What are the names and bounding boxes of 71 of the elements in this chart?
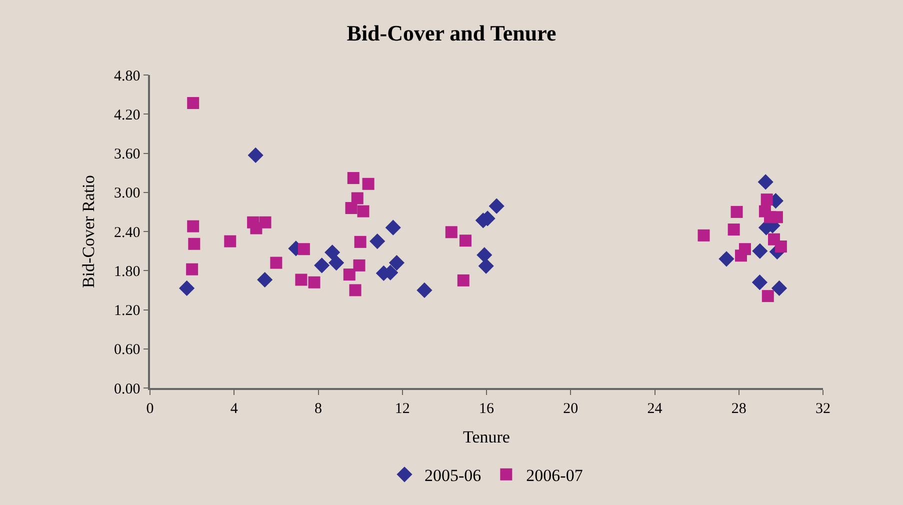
y-tick-label: 3.60 xyxy=(114,146,140,162)
point xyxy=(752,274,768,290)
point xyxy=(370,233,386,250)
point xyxy=(188,238,200,250)
point xyxy=(324,244,340,260)
point xyxy=(762,290,774,302)
y-tick-label: 2.40 xyxy=(114,224,140,241)
point xyxy=(248,147,264,164)
x-tick-label: 12 xyxy=(394,400,410,417)
y-tick-label: 4.20 xyxy=(114,107,140,124)
y-axis-title: Bid-Cover Ratio xyxy=(79,175,98,288)
point xyxy=(478,258,494,274)
point xyxy=(718,251,734,267)
point xyxy=(270,256,282,269)
point xyxy=(385,220,401,236)
legend-label: 2005-06 xyxy=(424,466,482,486)
point xyxy=(734,250,747,262)
point xyxy=(314,258,330,274)
point xyxy=(459,234,472,247)
point xyxy=(698,229,710,242)
legend-label: 2006-07 xyxy=(526,466,584,486)
y-tick-label: 1.80 xyxy=(114,264,140,280)
x-tick-label: 24 xyxy=(647,400,663,417)
point xyxy=(308,276,320,288)
point xyxy=(347,172,360,184)
point xyxy=(187,220,200,232)
point xyxy=(257,272,273,288)
point xyxy=(295,274,308,286)
x-tick-label: 8 xyxy=(314,400,322,417)
point xyxy=(476,247,492,263)
point xyxy=(353,259,366,272)
x-tick-label: 16 xyxy=(479,400,494,417)
point xyxy=(488,198,504,214)
point xyxy=(774,240,787,252)
x-tick-label: 0 xyxy=(146,400,154,417)
point xyxy=(760,194,773,206)
point xyxy=(349,284,362,296)
point xyxy=(388,255,404,271)
point xyxy=(343,268,356,281)
point xyxy=(250,222,262,234)
point xyxy=(187,97,200,110)
x-tick-label: 4 xyxy=(230,400,238,417)
y-tick-label: 4.80 xyxy=(114,68,140,84)
point xyxy=(354,236,366,248)
y-tick-label: 1.20 xyxy=(114,303,140,319)
point xyxy=(730,206,743,218)
y-tick-label: 0.60 xyxy=(114,342,140,358)
x-tick-label: 32 xyxy=(816,400,830,417)
point xyxy=(328,255,344,271)
point xyxy=(351,192,364,204)
point xyxy=(770,211,783,224)
chart-title: Bid-Cover and Tenure xyxy=(346,20,556,46)
point xyxy=(186,263,198,276)
x-axis-title: Tenure xyxy=(463,428,510,447)
point xyxy=(298,243,310,256)
point xyxy=(457,274,470,286)
y-tick-label: 0.00 xyxy=(114,381,140,398)
point xyxy=(771,280,788,296)
point xyxy=(179,280,195,296)
point xyxy=(362,178,374,190)
point xyxy=(728,224,740,236)
x-tick-label: 28 xyxy=(731,400,746,417)
y-tick-label: 3.00 xyxy=(114,186,140,202)
point xyxy=(357,205,370,218)
point xyxy=(345,202,358,214)
point xyxy=(752,243,768,259)
point xyxy=(758,174,774,190)
point xyxy=(445,226,458,238)
x-tick-label: 20 xyxy=(563,400,578,417)
point xyxy=(416,282,432,298)
point xyxy=(224,235,236,248)
